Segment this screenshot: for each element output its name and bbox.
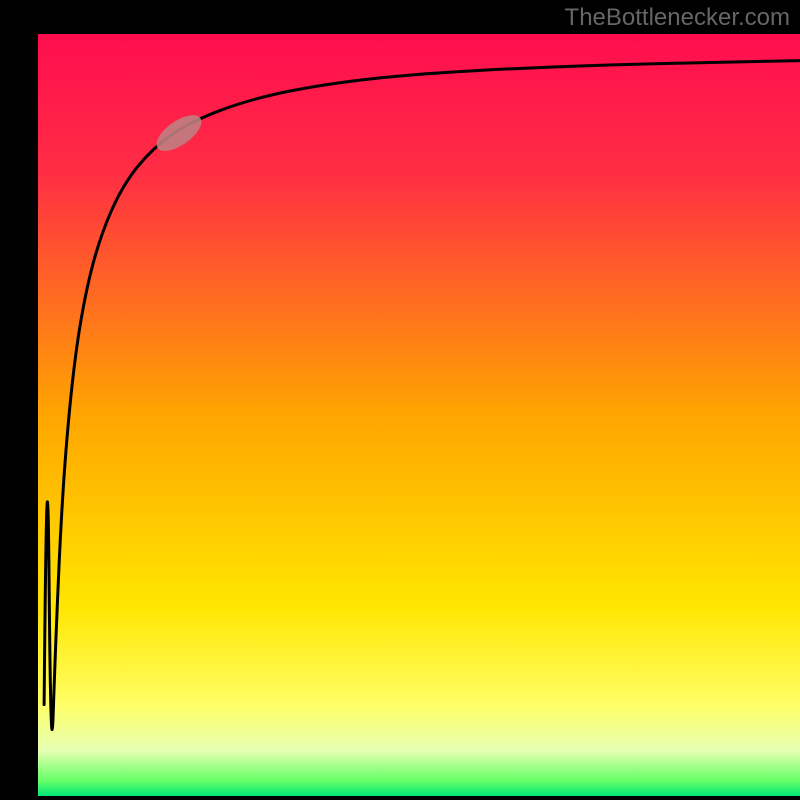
- chart-svg: [0, 0, 800, 800]
- highlight-marker: [151, 108, 207, 157]
- outer-background: [0, 0, 800, 800]
- plot-area-gradient: [38, 34, 800, 796]
- data-curve: [44, 61, 800, 730]
- chart-container: TheBottlenecker.com: [0, 0, 800, 800]
- attribution-text: TheBottlenecker.com: [565, 4, 790, 32]
